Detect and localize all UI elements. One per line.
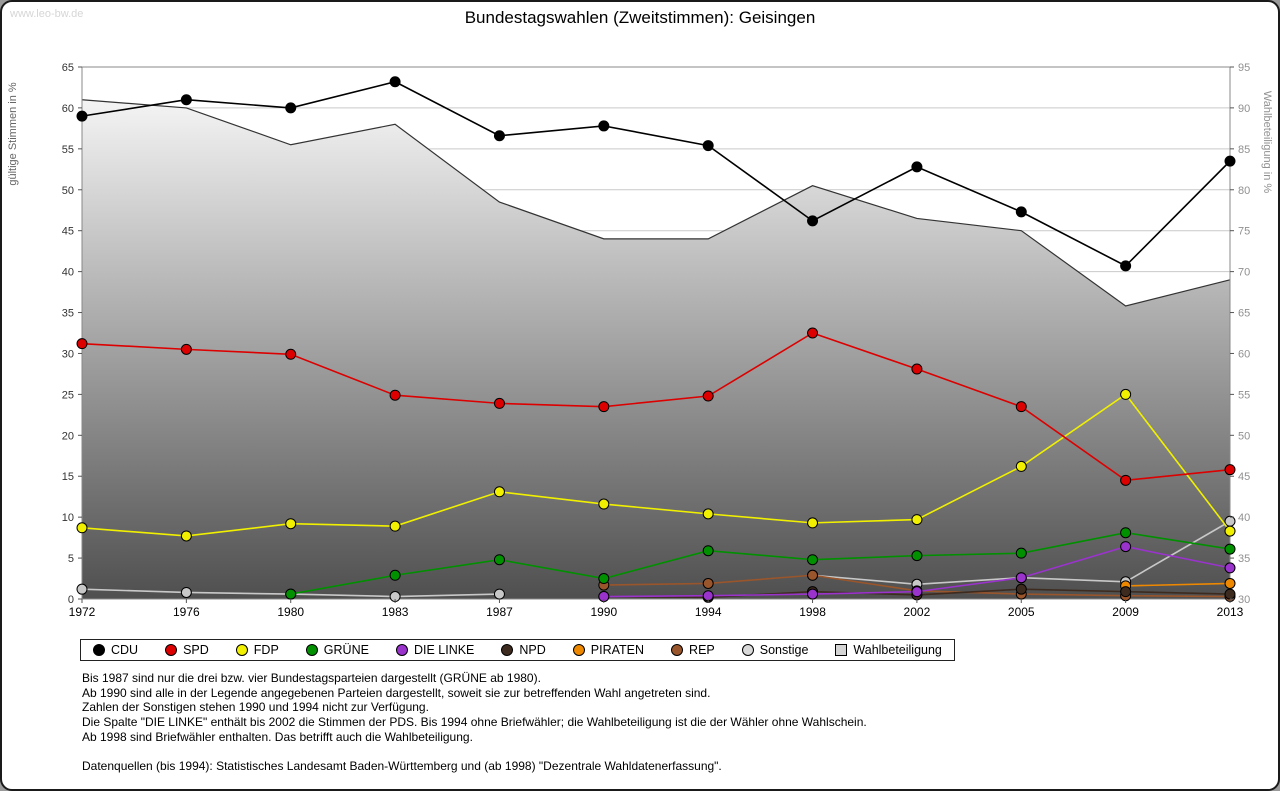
legend-item-fdp: FDP: [235, 643, 279, 657]
legend: CDU SPD FDP GRÜNE DIE LINKE NPD PIRATEN REP Sons…: [80, 639, 955, 661]
note-line: Ab 1998 sind Briefwähler enthalten. Das …: [82, 729, 473, 744]
circle-marker-icon: [235, 644, 248, 656]
svg-text:10: 10: [62, 512, 74, 524]
circle-marker-icon: [395, 644, 408, 656]
legend-item-grüne: GRÜNE: [305, 643, 369, 657]
svg-text:55: 55: [1238, 389, 1250, 401]
svg-text:2002: 2002: [904, 605, 931, 619]
legend-item-die-linke: DIE LINKE: [395, 643, 475, 657]
note-line: Zahlen der Sonstigen stehen 1990 und 199…: [82, 700, 429, 715]
note-line: [82, 745, 867, 760]
svg-text:60: 60: [1238, 348, 1250, 360]
legend-label: FDP: [253, 643, 279, 657]
notes: Bis 1987 sind nur die drei bzw. vier Bun…: [82, 671, 867, 774]
circle-marker-icon: [305, 644, 318, 656]
legend-label: CDU: [111, 643, 139, 657]
svg-text:70: 70: [1238, 267, 1250, 279]
svg-text:1976: 1976: [173, 605, 200, 619]
svg-text:1983: 1983: [382, 605, 409, 619]
svg-text:85: 85: [1238, 144, 1250, 156]
legend-label: DIE LINKE: [413, 643, 475, 657]
legend-item-cdu: CDU: [93, 643, 138, 657]
svg-text:35: 35: [1238, 553, 1250, 565]
svg-text:1980: 1980: [277, 605, 304, 619]
legend-label: SPD: [183, 643, 209, 657]
svg-text:0: 0: [68, 594, 74, 606]
svg-text:1998: 1998: [799, 605, 826, 619]
svg-text:1987: 1987: [486, 605, 513, 619]
svg-text:45: 45: [1238, 471, 1250, 483]
svg-text:60: 60: [62, 103, 74, 115]
legend-item-piraten: PIRATEN: [572, 643, 645, 657]
svg-text:50: 50: [62, 185, 74, 197]
circle-marker-icon: [165, 644, 178, 656]
svg-text:50: 50: [1238, 430, 1250, 442]
legend-label: Wahlbeteiligung: [853, 643, 942, 657]
legend-item-rep: REP: [671, 643, 715, 657]
circle-marker-icon: [501, 644, 514, 656]
svg-text:25: 25: [62, 389, 74, 401]
svg-text:1994: 1994: [695, 605, 722, 619]
svg-text:40: 40: [62, 267, 74, 279]
legend-label: REP: [689, 643, 715, 657]
svg-text:75: 75: [1238, 226, 1250, 238]
legend-label: NPD: [519, 643, 546, 657]
svg-text:55: 55: [62, 144, 74, 156]
note-line: Bis 1987 sind nur die drei bzw. vier Bun…: [82, 671, 541, 685]
election-chart-svg: 0 5 10 15 20 25 30 35 40 45 50 55 60 65 30 35 40 45 50 55 60…: [7, 62, 1273, 619]
legend-item-wahlbeteiligung: Wahlbeteiligung: [835, 643, 942, 657]
legend-item-spd: SPD: [165, 643, 209, 657]
svg-text:2005: 2005: [1008, 605, 1035, 619]
legend-item-npd: NPD: [501, 643, 546, 657]
circle-marker-icon: [93, 644, 105, 656]
svg-text:45: 45: [62, 226, 74, 238]
svg-text:40: 40: [1238, 512, 1250, 524]
svg-text:30: 30: [1238, 594, 1250, 606]
note-line: Ab 1990 sind alle in der Legende angegeb…: [82, 685, 711, 700]
svg-text:1972: 1972: [69, 605, 96, 619]
svg-text:15: 15: [62, 471, 74, 483]
svg-text:gültige Stimmen in %: gültige Stimmen in %: [7, 82, 19, 186]
svg-text:1990: 1990: [590, 605, 617, 619]
svg-text:Wahlbeteiligung in %: Wahlbeteiligung in %: [1261, 91, 1273, 194]
svg-text:30: 30: [62, 348, 74, 360]
svg-text:65: 65: [1238, 308, 1250, 320]
circle-marker-icon: [671, 644, 684, 656]
circle-marker-icon: [741, 644, 754, 656]
svg-text:2013: 2013: [1217, 605, 1244, 619]
svg-text:65: 65: [62, 62, 74, 74]
note-line: Die Spalte "DIE LINKE" enthält bis 2002 …: [82, 715, 867, 730]
legend-label: Sonstige: [759, 643, 809, 657]
square-marker-icon: [835, 644, 848, 656]
svg-text:95: 95: [1238, 62, 1250, 74]
svg-text:35: 35: [62, 308, 74, 320]
legend-label: GRÜNE: [323, 643, 369, 657]
svg-text:20: 20: [62, 430, 74, 442]
svg-text:90: 90: [1238, 103, 1250, 115]
legend-item-sonstige: Sonstige: [741, 643, 809, 657]
svg-text:80: 80: [1238, 185, 1250, 197]
note-line: Datenquellen (bis 1994): Statistisches L…: [82, 759, 722, 774]
circle-marker-icon: [572, 644, 585, 656]
svg-text:2009: 2009: [1112, 605, 1139, 619]
legend-label: PIRATEN: [590, 643, 645, 657]
page-title: Bundestagswahlen (Zweitstimmen): Geising…: [464, 8, 816, 27]
watermark: www.leo-bw.de: [10, 8, 84, 20]
svg-text:5: 5: [68, 553, 74, 565]
